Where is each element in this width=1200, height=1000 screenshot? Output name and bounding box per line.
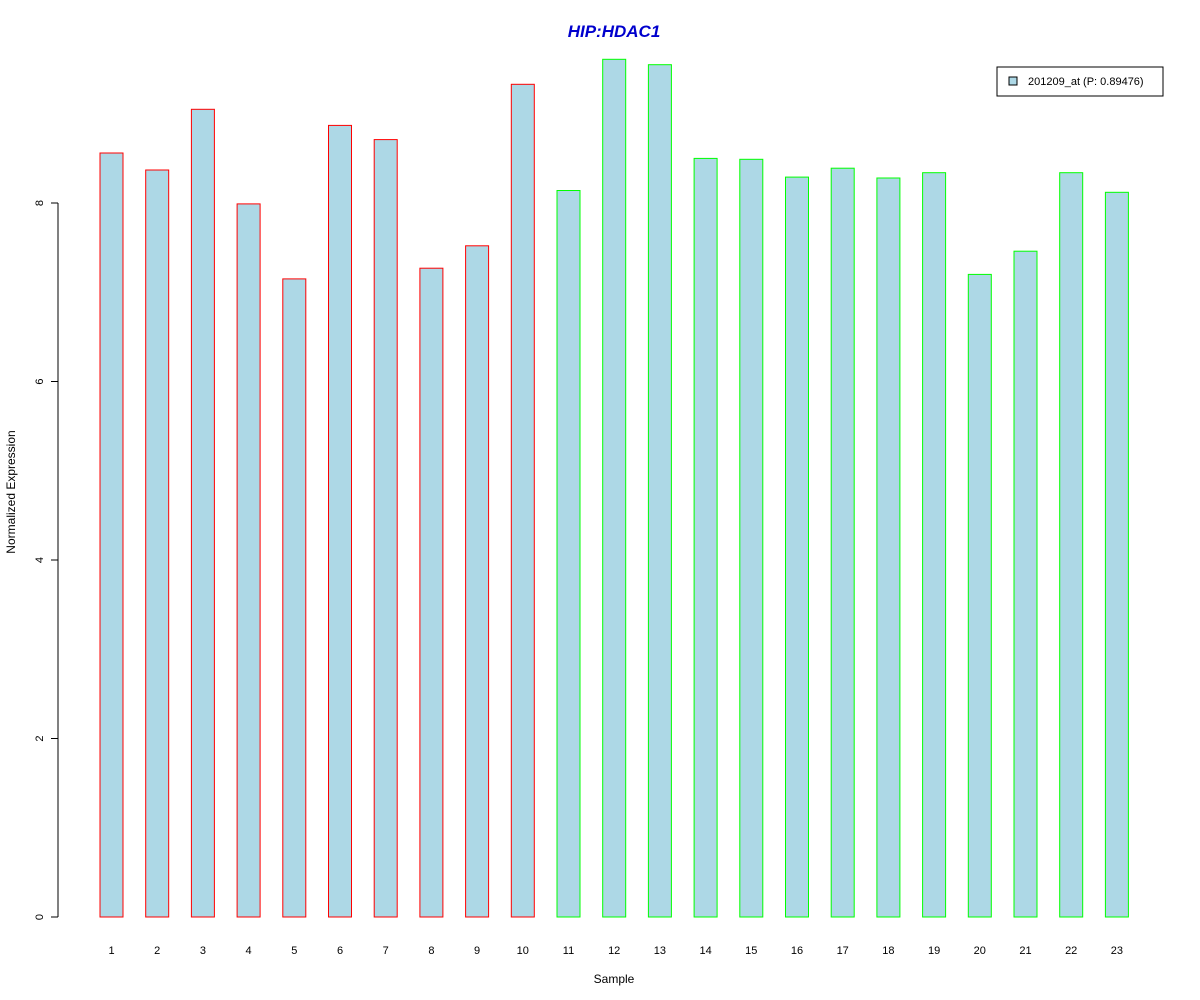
- x-tick-labels: 1 2 3 4 5 6 7 8 9 10 11 12 13 14 15 16 17 18 19 20 21 22 23: [108, 945, 1123, 957]
- bar-sample-12: [602, 58, 627, 918]
- legend-swatch: [1008, 76, 1018, 86]
- x-tick-label: 3: [200, 945, 206, 957]
- x-tick-label: 17: [837, 945, 849, 957]
- bar-sample-15: [739, 158, 764, 918]
- y-tick-label: 2: [34, 735, 46, 741]
- x-tick-label: 22: [1065, 945, 1077, 957]
- x-tick-label: 15: [745, 945, 757, 957]
- bars: [99, 58, 1129, 918]
- x-tick-label: 2: [154, 945, 160, 957]
- bar-sample-22: [1059, 172, 1084, 918]
- x-tick-label: 7: [383, 945, 389, 957]
- bar-sample-18: [876, 177, 901, 918]
- legend-box: [996, 66, 1164, 97]
- legend: 201209_at (P: 0.89476): [996, 66, 1164, 97]
- bar-sample-11: [556, 190, 581, 918]
- x-tick-label: 19: [928, 945, 940, 957]
- bar-sample-3: [190, 108, 215, 918]
- x-tick-label: 1: [108, 945, 114, 957]
- x-tick-label: 18: [882, 945, 894, 957]
- x-tick-label: 5: [291, 945, 297, 957]
- y-tick-label: 6: [34, 378, 46, 384]
- y-tick-label: 8: [34, 200, 46, 206]
- y-tick-label: 4: [34, 557, 46, 563]
- x-tick-label: 11: [563, 945, 574, 957]
- x-axis-label: Sample: [594, 972, 635, 986]
- bar-sample-14: [693, 157, 718, 918]
- y-tick-label: 0: [34, 914, 46, 920]
- bar-sample-6: [328, 124, 352, 918]
- x-tick-label: 13: [654, 945, 666, 957]
- bar-sample-4: [236, 203, 261, 918]
- bar-sample-23: [1104, 191, 1129, 918]
- x-tick-label: 6: [337, 945, 343, 957]
- x-tick-label: 20: [974, 945, 986, 957]
- x-tick-label: 8: [428, 945, 434, 957]
- bar-sample-19: [922, 172, 947, 918]
- bar-sample-7: [373, 139, 398, 918]
- chart-title: HIP:HDAC1: [568, 22, 661, 41]
- legend-entry: 201209_at (P: 0.89476): [1028, 76, 1144, 88]
- bar-sample-10: [510, 83, 535, 918]
- x-tick-label: 4: [246, 945, 252, 957]
- x-tick-label: 14: [699, 945, 711, 957]
- x-tick-label: 9: [474, 945, 480, 957]
- bar-sample-17: [830, 167, 855, 918]
- x-tick-label: 10: [517, 945, 529, 957]
- x-tick-label: 12: [608, 945, 620, 957]
- bar-sample-9: [465, 245, 490, 918]
- y-axis: 0 2 4 6 8: [34, 200, 59, 920]
- x-tick-label: 21: [1019, 945, 1031, 957]
- bar-sample-21: [1013, 250, 1038, 918]
- y-axis-label: Normalized Expression: [4, 430, 18, 553]
- bar-sample-1: [99, 152, 124, 918]
- bar-sample-16: [785, 176, 809, 918]
- x-tick-label: 16: [791, 945, 803, 957]
- x-tick-label: 23: [1111, 945, 1123, 957]
- bar-sample-2: [145, 169, 170, 918]
- bar-sample-5: [282, 278, 307, 918]
- bar-sample-13: [647, 64, 672, 918]
- bar-sample-20: [967, 273, 992, 918]
- bar-sample-8: [419, 267, 444, 918]
